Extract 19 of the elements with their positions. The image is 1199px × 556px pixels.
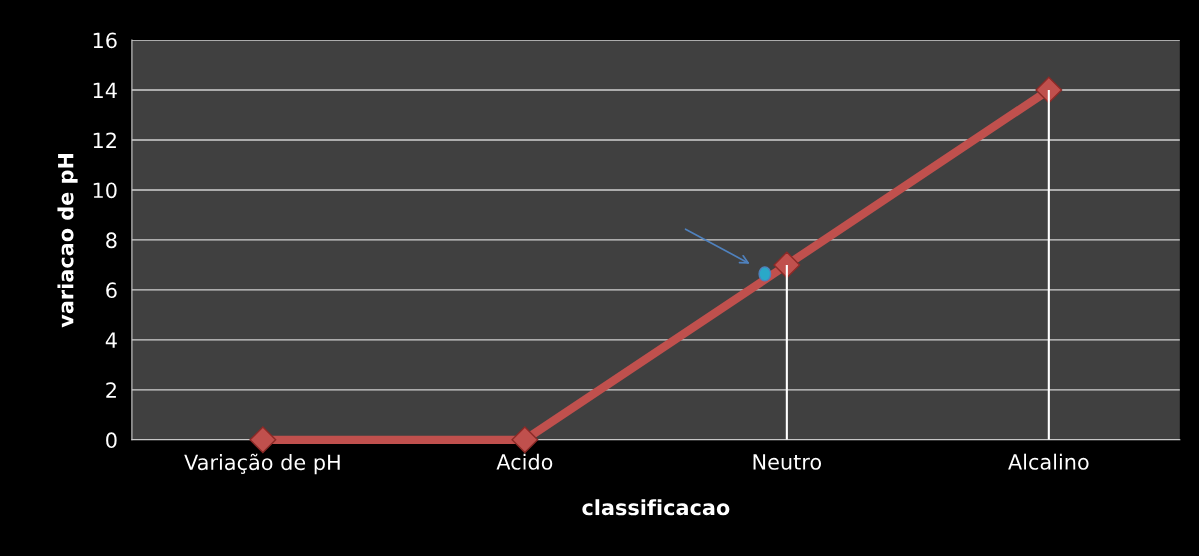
y-tick-label: 4 (105, 332, 117, 348)
y-tick-label: 10 (93, 182, 117, 199)
y-tick-label: 8 (106, 232, 117, 249)
point (1035, 76, 1063, 104)
y-tick-label: 6 (106, 282, 117, 299)
x-tick-label: Variação de pH (184, 453, 340, 475)
point (511, 426, 539, 454)
y-tick-label: 14 (93, 82, 117, 98)
point (773, 251, 801, 279)
x-tick-label: Neutro (753, 454, 822, 470)
x-tick-label: Alcalino (1008, 453, 1089, 470)
y-tick-label: 12 (93, 132, 116, 148)
y-tick-label: 16 (93, 32, 117, 49)
point (249, 426, 277, 454)
y-tick-label: 0 (106, 432, 117, 449)
x-tick-label: Acido (496, 453, 553, 470)
y-tick-label: 2 (106, 382, 116, 398)
x-axis-title: classificacao (582, 499, 730, 516)
y-axis-title: variacao de pH (57, 153, 78, 328)
